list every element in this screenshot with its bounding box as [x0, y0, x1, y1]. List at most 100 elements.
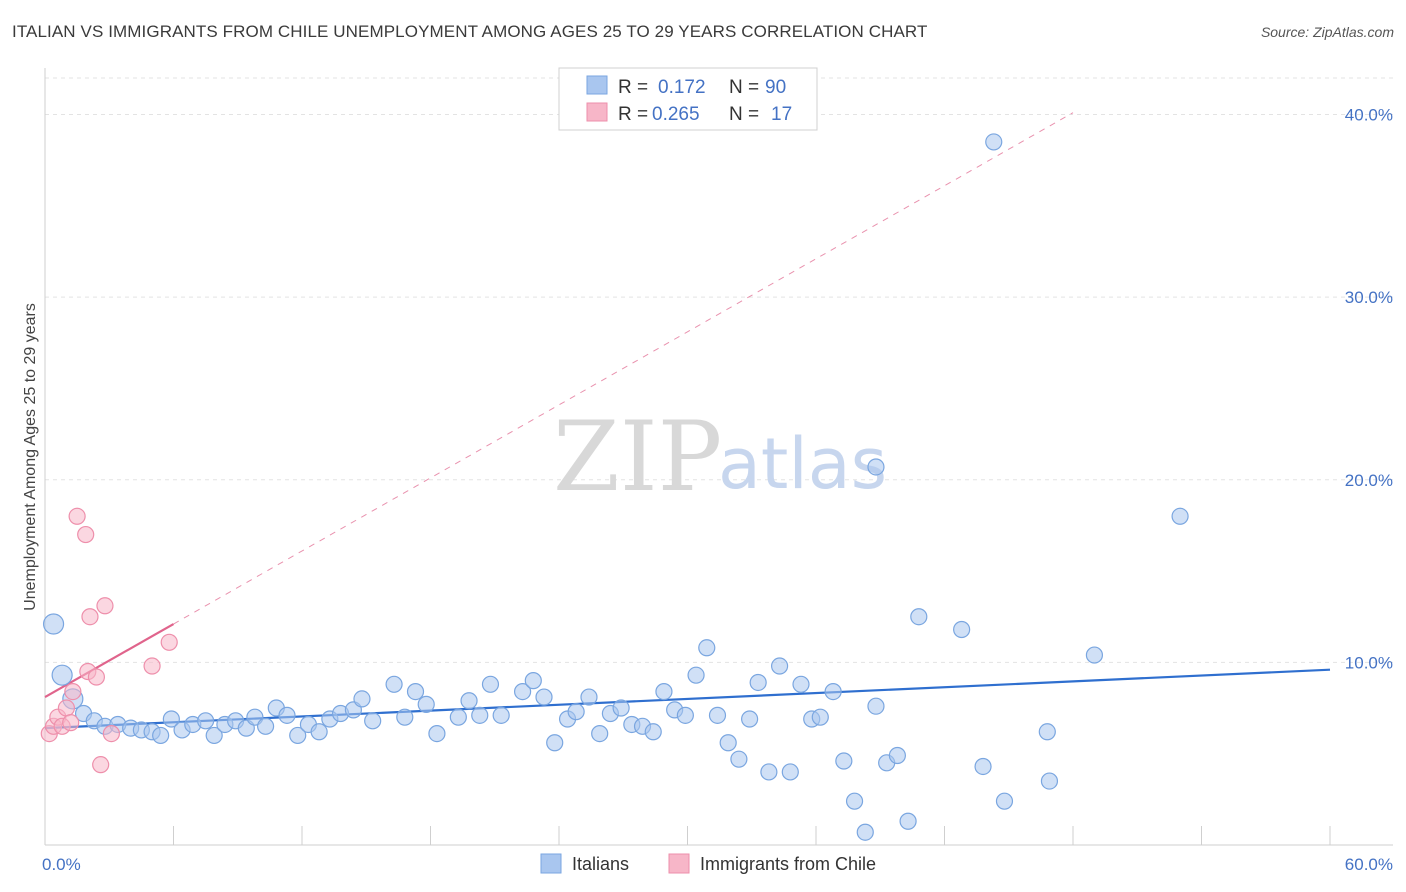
point-italians-71	[835, 752, 853, 770]
point-italians-86	[1085, 646, 1104, 664]
point-italians-87	[1171, 507, 1189, 525]
point-italians-46	[567, 703, 585, 721]
legend-r-value-chile: 0.265	[652, 104, 700, 125]
point-italians-22	[278, 706, 296, 724]
point-italians-47	[580, 688, 598, 706]
legend-swatch-chile	[586, 102, 608, 122]
point-chile-4	[57, 699, 76, 717]
point-italians-50	[612, 699, 630, 717]
y-axis-title: Unemployment Among Ages 25 to 29 years	[22, 303, 39, 611]
chart-title: ITALIAN VS IMMIGRANTS FROM CHILE UNEMPLO…	[12, 22, 928, 41]
x-tick-label-min: 0.0%	[42, 855, 81, 874]
point-italians-85	[1040, 772, 1059, 790]
gridlines	[45, 77, 1393, 663]
y-tick-label-1: 20.0%	[1345, 471, 1393, 490]
point-italians-64	[760, 763, 778, 781]
point-italians-48	[591, 725, 609, 743]
point-chile-13	[96, 597, 114, 615]
point-italians-38	[471, 706, 489, 724]
legend-n-value-italians: 90	[765, 77, 786, 98]
point-italians-67	[792, 675, 810, 693]
point-italians-53	[644, 723, 662, 741]
point-chile-12	[92, 756, 110, 774]
point-italians-69	[811, 708, 829, 726]
legend-r-label-chile: R =	[618, 104, 648, 125]
point-italians-36	[449, 708, 467, 726]
watermark-atlas: atlas	[718, 423, 887, 505]
point-italians-30	[364, 712, 382, 730]
bottom-legend-label-chile: Immigrants from Chile	[700, 854, 876, 874]
point-italians-81	[974, 757, 992, 776]
watermark-zip: ZIP	[553, 401, 722, 513]
point-italians-82	[985, 133, 1003, 151]
point-italians-23	[289, 726, 307, 745]
point-italians-58	[698, 639, 716, 657]
point-italians-10	[152, 726, 170, 745]
point-italians-33	[406, 682, 425, 701]
correlation-legend: R = 0.172 N = 90 R = 0.265 N = 17	[558, 67, 818, 131]
point-italians-83	[995, 792, 1014, 810]
point-italians-0	[42, 613, 65, 635]
point-italians-61	[730, 750, 748, 768]
point-italians-41	[513, 682, 532, 701]
series-legend: Italians Immigrants from Chile	[540, 853, 876, 874]
bottom-legend-label-italians: Italians	[572, 854, 629, 874]
point-italians-65	[770, 657, 789, 675]
legend-r-value-italians: 0.172	[658, 77, 706, 98]
point-chile-8	[77, 525, 95, 544]
point-italians-43	[535, 688, 553, 706]
legend-n-label-italians: N =	[729, 77, 759, 98]
point-italians-80	[953, 620, 971, 639]
point-italians-37	[460, 692, 478, 710]
legend-r-label-italians: R =	[618, 77, 648, 98]
point-italians-34	[417, 695, 435, 713]
bottom-legend-swatch-chile	[668, 853, 690, 874]
point-italians-84	[1038, 723, 1056, 741]
point-chile-16	[160, 633, 178, 651]
tick-labels: 10.0% 20.0% 30.0% 40.0% 0.0% 60.0%	[42, 106, 1393, 874]
point-italians-25	[310, 723, 328, 741]
point-italians-59	[708, 706, 727, 724]
point-italians-78	[899, 812, 917, 830]
point-italians-75	[867, 458, 885, 476]
y-tick-label-2: 30.0%	[1345, 288, 1393, 307]
point-chile-5	[62, 714, 80, 732]
point-chile-6	[64, 682, 82, 701]
point-italians-29	[353, 690, 371, 708]
legend-n-value-chile: 17	[771, 104, 792, 125]
point-italians-42	[524, 672, 542, 690]
axes	[44, 68, 1393, 846]
point-chile-15	[143, 657, 161, 675]
point-italians-35	[428, 725, 446, 743]
trend-extension-1	[173, 112, 1074, 625]
point-italians-74	[867, 697, 885, 715]
point-italians-57	[687, 666, 705, 684]
y-tick-label-0: 10.0%	[1345, 653, 1393, 672]
legend-n-label-chile: N =	[729, 104, 759, 125]
point-chile-10	[81, 608, 99, 626]
point-italians-70	[824, 682, 842, 701]
point-italians-11	[162, 710, 180, 728]
point-italians-72	[845, 792, 864, 810]
point-italians-31	[385, 675, 403, 693]
x-tick-label-max: 60.0%	[1345, 855, 1393, 874]
point-italians-39	[481, 675, 500, 693]
point-italians-32	[396, 708, 414, 726]
point-italians-66	[781, 763, 799, 781]
point-italians-20	[256, 717, 275, 735]
point-italians-56	[676, 706, 694, 724]
point-italians-44	[546, 734, 564, 752]
point-italians-62	[741, 710, 759, 728]
point-italians-73	[856, 823, 874, 841]
legend-swatch-italians	[586, 75, 608, 95]
point-chile-11	[87, 668, 106, 686]
point-italians-60	[719, 734, 737, 752]
point-italians-15	[205, 726, 223, 745]
point-italians-1	[51, 664, 73, 686]
point-italians-79	[910, 608, 928, 626]
point-italians-40	[492, 706, 510, 724]
point-chile-14	[102, 725, 120, 743]
trend-line-1	[44, 623, 175, 699]
y-tick-label-3: 40.0%	[1345, 106, 1393, 125]
